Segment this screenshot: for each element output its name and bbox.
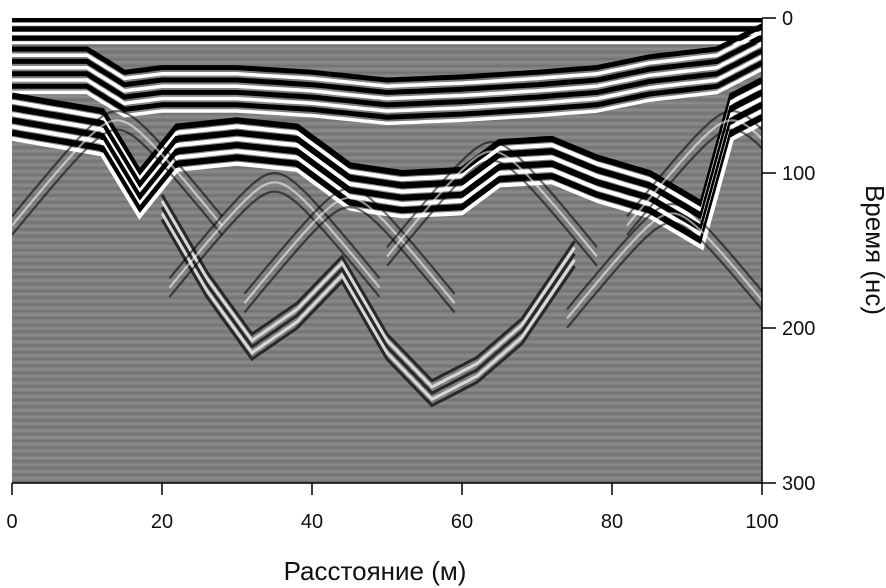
diffraction-hyperbola <box>243 187 456 295</box>
diffraction-hyperbola <box>566 202 762 311</box>
deep-reflector-stripe <box>160 206 576 395</box>
x-tick-label: 0 <box>6 511 17 533</box>
diffraction-hyperbola <box>386 140 598 249</box>
channel-base-stripe <box>12 77 762 209</box>
surface-horizon-stripe <box>12 48 762 108</box>
diffraction-hyperbola <box>168 171 381 280</box>
y-tick-label: 200 <box>782 318 815 340</box>
deep-reflector-stripe <box>160 200 576 389</box>
radargram-image <box>12 18 762 483</box>
deep-reflector-stripe <box>160 212 576 402</box>
channel-base-stripe <box>12 114 762 246</box>
diffraction-hyperbola <box>386 150 598 258</box>
x-tick-label: 80 <box>601 511 623 533</box>
x-tick-label: 20 <box>151 511 173 533</box>
diffraction-hyperbola <box>243 196 456 304</box>
surface-horizon-stripe <box>12 35 762 95</box>
surface-horizon-stripe <box>12 67 762 126</box>
y-axis-title: Время (нс) <box>860 185 886 315</box>
diffraction-hyperbola <box>12 109 223 218</box>
y-tick-label: 300 <box>782 473 815 495</box>
x-tick-label: 40 <box>301 511 323 533</box>
surface-horizon-stripe <box>12 42 762 101</box>
channel-base-stripe <box>12 96 762 226</box>
channel-base-stripe <box>12 109 762 239</box>
channel-base-stripe <box>12 102 762 234</box>
axes: 0 20 40 60 80 100 0 100 200 300 <box>6 8 815 533</box>
surface-horizon-stripe <box>12 60 762 120</box>
deep-reflector-stripe <box>160 218 576 408</box>
surface-horizon-stripe <box>12 55 762 113</box>
diffraction-hyperbola <box>168 190 381 298</box>
channel-base-stripe <box>12 89 762 221</box>
surface-horizon-stripe <box>12 30 762 88</box>
x-axis-title: Расстояние (м) <box>284 556 467 586</box>
diffraction-hyperbola <box>168 181 381 289</box>
y-tick-label: 100 <box>782 163 815 185</box>
diffraction-hyperbola <box>243 205 456 314</box>
y-tick-label: 0 <box>782 8 793 30</box>
deep-reflector-stripe <box>160 193 576 383</box>
diffraction-hyperbola <box>626 128 762 236</box>
diffraction-hyperbola <box>386 159 598 267</box>
diffraction-hyperbola <box>566 212 762 320</box>
diffraction-hyperbola <box>626 119 762 227</box>
diffraction-hyperbola <box>566 221 762 329</box>
diffraction-hyperbola <box>12 128 223 236</box>
x-tick-label: 100 <box>745 511 778 533</box>
x-tick-label: 60 <box>451 511 473 533</box>
channel-base-stripe <box>12 84 762 214</box>
diffraction-hyperbola <box>626 109 762 218</box>
surface-horizon-stripe <box>12 23 762 83</box>
diffraction-hyperbola <box>12 119 223 227</box>
